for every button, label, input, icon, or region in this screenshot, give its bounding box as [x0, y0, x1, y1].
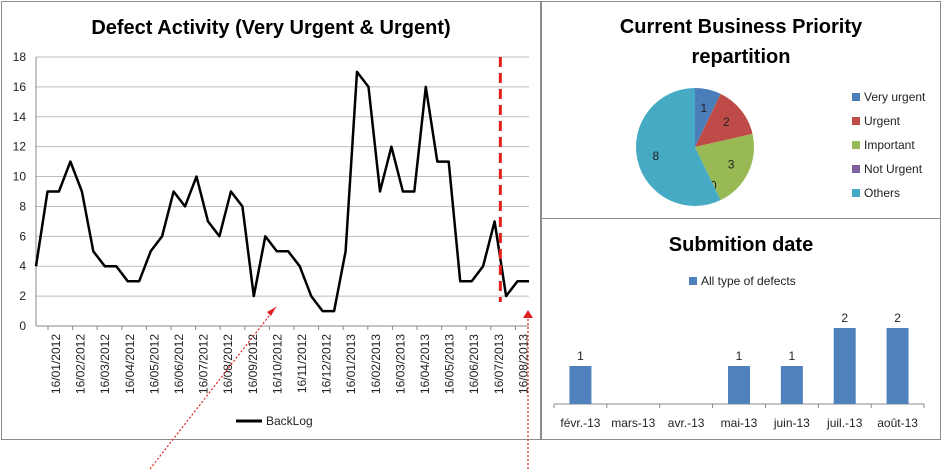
y-tick-label: 2: [19, 289, 26, 303]
pie-legend-label: Others: [864, 186, 900, 200]
pie-legend: Very urgent Urgent Important Not Urgent Othe…: [852, 90, 926, 200]
x-tick-label: 16/03/2013: [393, 334, 407, 394]
x-tick-label: 16/06/2012: [172, 334, 186, 394]
bar: [886, 328, 909, 404]
pie-slice: [695, 88, 721, 147]
bar: [833, 328, 856, 404]
pie-legend-swatch: [852, 189, 860, 197]
line-x-ticks: 16/01/2012 16/02/2012 16/03/2012 16/04/2012…: [47, 326, 530, 394]
legend-label-backlog: BackLog: [266, 414, 313, 428]
bar: [569, 366, 592, 404]
bar-category-label: févr.-13: [560, 416, 600, 430]
bar-category-label: avr.-13: [668, 416, 705, 430]
x-tick-label: 16/09/2012: [246, 334, 260, 394]
x-tick-label: 16/01/2012: [49, 334, 63, 394]
pie-legend-swatch: [852, 165, 860, 173]
bar-category-label: juin-13: [773, 416, 810, 430]
backlog-line: [34, 70, 529, 313]
bar-data-label: 1: [789, 349, 796, 363]
line-legend: BackLog: [236, 414, 313, 428]
line-y-ticks: 0 2 4 6 8 10 12 14 16 18: [13, 50, 27, 333]
line-chart-title: Defect Activity (Very Urgent & Urgent): [91, 17, 450, 39]
x-tick-label: 16/04/2013: [418, 334, 432, 394]
x-tick-label: 16/10/2012: [270, 334, 284, 394]
defect-activity-panel: [1, 1, 541, 440]
bar-legend: All type of defects: [689, 274, 796, 288]
y-tick-label: 4: [19, 259, 26, 273]
pie-slice: [636, 88, 721, 206]
annotation-arrows: [149, 306, 533, 470]
pie-legend-swatch: [852, 141, 860, 149]
annotation-arrowhead-left: [267, 307, 276, 316]
pie-data-label: 8: [653, 149, 660, 163]
pie-legend-swatch: [852, 93, 860, 101]
pie-slice: [695, 93, 753, 147]
bar-chart-title: Submition date: [669, 234, 813, 256]
y-tick-label: 16: [13, 80, 27, 94]
bar: [728, 366, 750, 404]
pie-legend-label: Very urgent: [864, 90, 926, 104]
bar: [780, 366, 803, 404]
x-tick-label: 16/07/2012: [197, 334, 211, 394]
x-tick-label: 16/03/2012: [98, 334, 112, 394]
bar-data-label: 2: [894, 311, 901, 325]
x-tick-label: 16/12/2012: [320, 334, 334, 394]
x-tick-label: 16/02/2012: [74, 334, 88, 394]
bar-category-label: août-13: [877, 416, 918, 430]
y-tick-label: 10: [13, 170, 27, 184]
pie-legend-label: Important: [864, 138, 915, 152]
bar-data-label: 2: [841, 311, 848, 325]
y-tick-label: 12: [13, 140, 27, 154]
pie-data-label: 3: [728, 157, 735, 171]
x-tick-label: 16/05/2012: [147, 334, 161, 394]
legend-swatch-all-defects: [689, 277, 697, 285]
x-tick-label: 16/08/2012: [221, 334, 235, 394]
y-tick-label: 8: [19, 199, 26, 213]
line-grid: [35, 56, 529, 327]
x-tick-label: 16/06/2013: [467, 334, 481, 394]
bar-category-label: juil.-13: [826, 416, 863, 430]
pie-slice: [695, 133, 755, 201]
pie-legend-swatch: [852, 117, 860, 125]
x-tick-label: 16/04/2012: [123, 334, 137, 394]
bar-data-label: 1: [577, 349, 584, 363]
bar-marks: 1 févr.-13 mars-13 avr.-13 1 mai-13 1 juin-13 2 j…: [553, 311, 925, 430]
x-tick-label: 16/11/2012: [295, 334, 309, 393]
bar-category-label: mars-13: [611, 416, 655, 430]
line-series: [34, 57, 529, 313]
y-tick-label: 18: [13, 50, 27, 64]
bar-data-label: 1: [736, 349, 743, 363]
y-tick-label: 14: [13, 110, 27, 124]
pie-slices: 1 2 30 8: [636, 88, 755, 206]
y-tick-label: 0: [19, 319, 26, 333]
pie-data-label: 1: [701, 101, 708, 115]
x-tick-label: 16/02/2013: [369, 334, 383, 394]
x-tick-label: 16/08/2013: [516, 334, 530, 394]
x-tick-label: 16/01/2013: [344, 334, 358, 394]
submission-bar-panel: [541, 218, 941, 440]
pie-legend-label: Urgent: [864, 114, 901, 128]
pie-title-line-2: repartition: [692, 46, 791, 68]
pie-data-label: 0: [710, 178, 717, 192]
bar-category-label: mai-13: [721, 416, 758, 430]
pie-title-line-1: Current Business Priority: [620, 16, 863, 38]
legend-label-all-defects: All type of defects: [701, 274, 796, 288]
annotation-arrowhead-right: [523, 310, 533, 318]
x-tick-label: 16/05/2013: [443, 334, 457, 394]
x-tick-label: 16/07/2013: [492, 334, 506, 394]
pie-legend-label: Not Urgent: [864, 162, 923, 176]
y-tick-label: 6: [19, 229, 26, 243]
pie-data-label: 2: [723, 115, 730, 129]
